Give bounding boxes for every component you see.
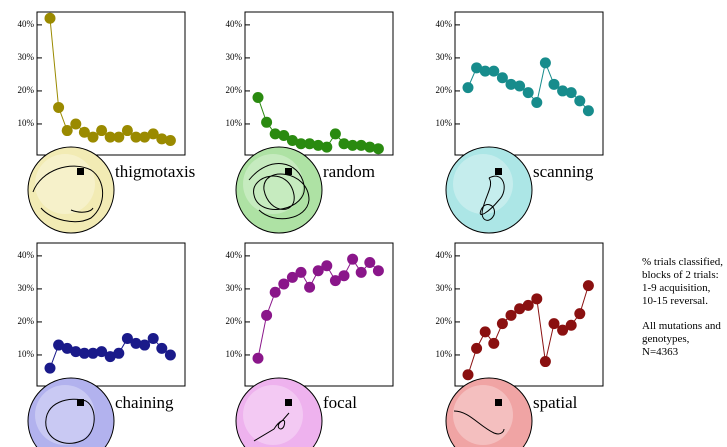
point [583, 105, 594, 116]
point [364, 257, 375, 268]
y-tick-label: 10% [18, 349, 35, 359]
point [471, 343, 482, 354]
platform [77, 168, 84, 175]
pool-shade [243, 385, 303, 445]
y-tick-label: 30% [226, 52, 243, 62]
point [373, 265, 384, 276]
point [296, 267, 307, 278]
point [53, 102, 64, 113]
y-tick-label: 40% [18, 19, 35, 29]
point [253, 353, 264, 364]
point [497, 318, 508, 329]
y-tick-label: 20% [226, 85, 243, 95]
strategy-label: chaining [115, 393, 174, 412]
platform [285, 399, 292, 406]
point [373, 143, 384, 154]
note-text: All mutations and genotypes, N=4363 [642, 320, 724, 359]
point [574, 95, 585, 106]
point [339, 270, 350, 281]
strategy-label: focal [323, 393, 357, 412]
point [523, 87, 534, 98]
point [540, 57, 551, 68]
y-tick-label: 40% [436, 250, 453, 260]
y-tick-label: 20% [18, 85, 35, 95]
point [45, 13, 56, 24]
strategy-label: thigmotaxis [115, 162, 195, 181]
y-tick-label: 30% [18, 283, 35, 293]
point [463, 369, 474, 380]
point [540, 356, 551, 367]
y-tick-label: 10% [436, 349, 453, 359]
point [261, 117, 272, 128]
pool-shade [35, 154, 95, 214]
point [165, 349, 176, 360]
point [270, 287, 281, 298]
y-tick-label: 20% [436, 85, 453, 95]
point [70, 118, 81, 129]
strategy-label: scanning [533, 162, 594, 181]
platform [495, 399, 502, 406]
point [261, 310, 272, 321]
y-tick-label: 10% [226, 349, 243, 359]
chart: 10% 20% 30% 40% thigmotaxis 10% 20% 30% 40% rando… [0, 0, 727, 447]
y-tick-label: 30% [18, 52, 35, 62]
point [113, 348, 124, 359]
plot-frame [245, 12, 393, 155]
y-tick-label: 30% [226, 283, 243, 293]
point [356, 267, 367, 278]
y-tick-label: 10% [226, 118, 243, 128]
y-tick-label: 20% [18, 316, 35, 326]
y-tick-label: 30% [436, 283, 453, 293]
y-tick-label: 20% [226, 316, 243, 326]
point [480, 326, 491, 337]
y-tick-label: 20% [436, 316, 453, 326]
y-tick-label: 40% [18, 250, 35, 260]
point [531, 293, 542, 304]
pool-shade [35, 385, 95, 445]
note: % trials classified, blocks of 2 trials:… [642, 256, 724, 371]
point [531, 97, 542, 108]
note-text: % trials classified, blocks of 2 trials:… [642, 256, 724, 308]
point [574, 308, 585, 319]
line [50, 18, 170, 140]
pool-shade [453, 385, 513, 445]
point [488, 338, 499, 349]
point [566, 87, 577, 98]
platform [285, 168, 292, 175]
y-tick-label: 10% [18, 118, 35, 128]
plot-frame [37, 243, 185, 386]
platform [77, 399, 84, 406]
point [463, 82, 474, 93]
strategy-label: spatial [533, 393, 578, 412]
plot-frame [455, 12, 603, 155]
point [347, 254, 358, 265]
point [304, 282, 315, 293]
point [148, 333, 159, 344]
y-tick-label: 40% [436, 19, 453, 29]
y-tick-label: 30% [436, 52, 453, 62]
y-tick-label: 40% [226, 250, 243, 260]
point [566, 320, 577, 331]
strategy-label: random [323, 162, 375, 181]
point [321, 142, 332, 153]
point [253, 92, 264, 103]
figure: 10% 20% 30% 40% thigmotaxis 10% 20% 30% 40% rando… [0, 0, 727, 447]
y-tick-label: 10% [436, 118, 453, 128]
platform [495, 168, 502, 175]
point [321, 260, 332, 271]
point [45, 363, 56, 374]
point [583, 280, 594, 291]
point [330, 128, 341, 139]
y-tick-label: 40% [226, 19, 243, 29]
point [165, 135, 176, 146]
